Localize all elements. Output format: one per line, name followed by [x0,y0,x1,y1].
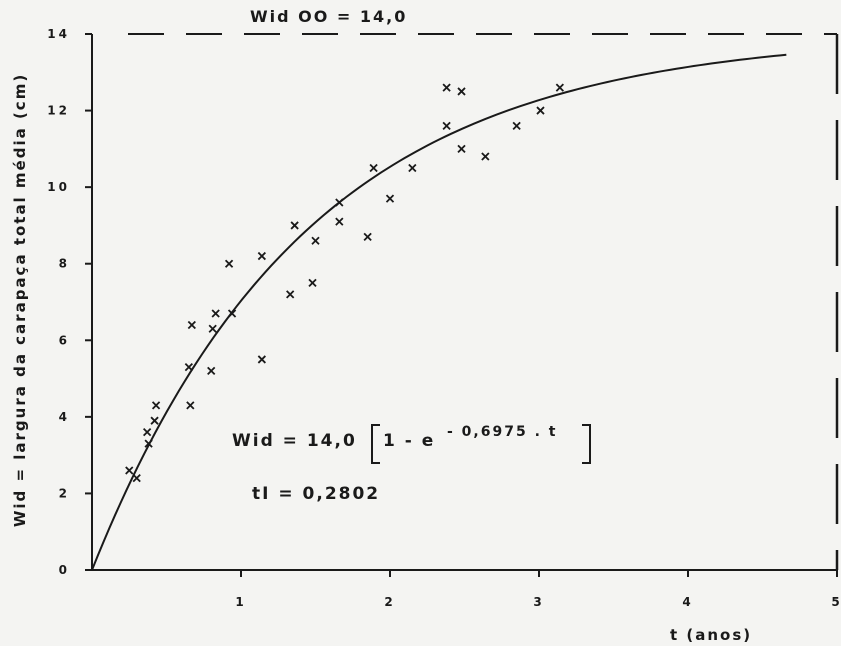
y-tick-label-2: 2 [59,486,70,500]
data-point [126,467,133,474]
data-point [287,291,294,298]
y-tick-label-0: 0 [59,563,70,577]
y-tick-label-8: 8 [59,257,70,271]
x-tick-label-4: 4 [682,595,693,609]
x-axis-ticks: 1 2 3 4 5 [235,570,841,609]
data-point [153,402,160,409]
data-point [258,253,265,260]
data-point [387,195,394,202]
y-tick-label-12: 12 [47,104,70,118]
data-point [443,122,450,129]
y-axis-label: Wid = largura da carapaça total média (c… [11,73,29,527]
data-point [208,367,215,374]
data-point [458,88,465,95]
x-tick-label-5: 5 [831,595,841,609]
data-point [209,325,216,332]
data-point [309,279,316,286]
equation-right-bracket [582,425,590,463]
scatter-points [126,84,564,482]
data-point [458,145,465,152]
equation-left-bracket [372,425,380,463]
data-point [513,122,520,129]
y-tick-label-6: 6 [59,333,70,347]
y-axis-ticks: 0 2 4 6 8 10 12 14 [47,27,92,577]
y-tick-label-4: 4 [59,410,70,424]
data-point [537,107,544,114]
data-point [443,84,450,91]
data-point [409,165,416,172]
x-axis-label: t (anos) [670,626,752,644]
data-point [312,237,319,244]
asymptote-label: Wid OO = 14,0 [250,7,407,26]
data-point [364,233,371,240]
y-tick-label-14: 14 [47,27,70,41]
data-point [188,321,195,328]
equation-lhs: Wid = 14,0 [232,431,357,451]
data-point [370,165,377,172]
data-point [185,364,192,371]
data-point [336,199,343,206]
equation-one-minus-e: 1 - e [383,431,435,451]
data-point [187,402,194,409]
equation-exponent: - 0,6975 . t [447,424,557,440]
x-tick-label-2: 2 [384,595,395,609]
x-tick-label-3: 3 [533,595,544,609]
x-tick-label-1: 1 [235,595,246,609]
data-point [151,417,158,424]
data-point [556,84,563,91]
data-point [144,429,151,436]
equation-annotation: Wid = 14,0 1 - e - 0,6975 . t tI = 0,280… [232,424,590,504]
data-point [291,222,298,229]
y-tick-label-10: 10 [47,180,70,194]
data-point [336,218,343,225]
data-point [482,153,489,160]
data-point [133,475,140,482]
data-point [212,310,219,317]
data-point [258,356,265,363]
ti-label: tI = 0,2802 [252,484,380,504]
fitted-growth-curve [92,55,786,570]
data-point [226,260,233,267]
